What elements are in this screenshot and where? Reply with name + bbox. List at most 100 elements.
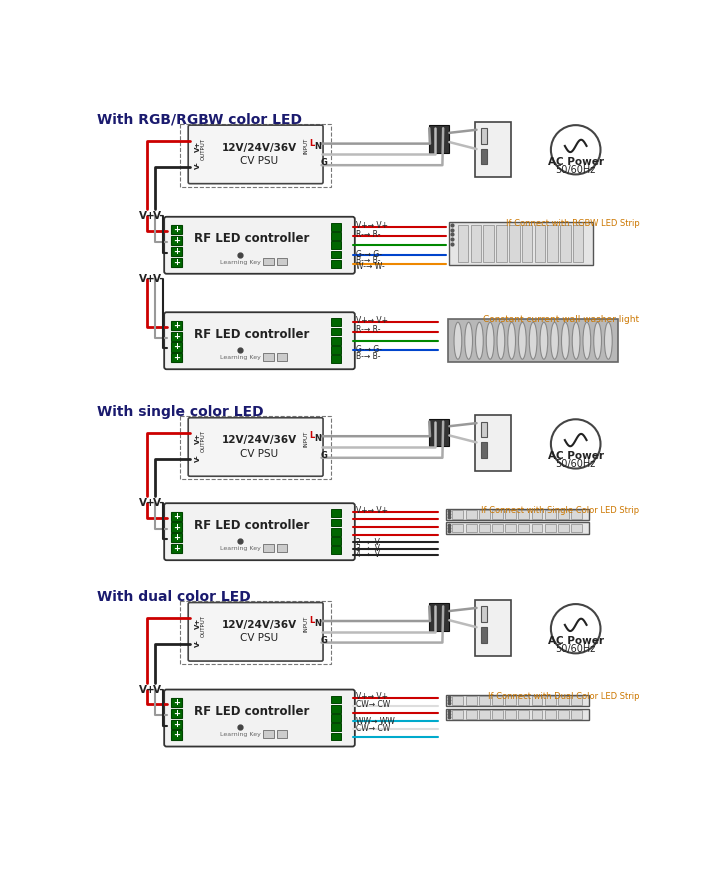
Text: 50/60Hz: 50/60Hz xyxy=(555,644,596,653)
Text: B-→ B-: B-→ B- xyxy=(355,256,380,265)
Text: +: + xyxy=(173,523,180,532)
Text: W-→ W-: W-→ W- xyxy=(355,262,384,272)
FancyBboxPatch shape xyxy=(164,216,355,273)
Text: V-: V- xyxy=(194,639,201,646)
Bar xyxy=(481,627,487,643)
Bar xyxy=(560,225,570,262)
Bar xyxy=(331,232,341,240)
Text: CW→ CW: CW→ CW xyxy=(355,724,390,733)
Text: V-: V- xyxy=(194,455,201,462)
Bar xyxy=(558,510,569,519)
Bar xyxy=(331,337,341,344)
Text: With dual color LED: With dual color LED xyxy=(97,590,251,604)
Bar xyxy=(448,319,618,363)
Text: V+→ V+: V+→ V+ xyxy=(355,221,387,230)
Text: 50/60Hz: 50/60Hz xyxy=(555,459,596,469)
Bar xyxy=(481,421,487,437)
Bar xyxy=(545,510,555,519)
Text: V+→ V+: V+→ V+ xyxy=(355,316,387,325)
Text: 12V/24V/36V: 12V/24V/36V xyxy=(222,435,297,445)
Bar xyxy=(331,260,341,267)
Bar xyxy=(171,544,182,554)
Bar xyxy=(532,710,543,719)
Ellipse shape xyxy=(529,322,537,359)
Bar xyxy=(331,328,341,336)
Text: +: + xyxy=(173,258,180,266)
Bar xyxy=(429,419,449,446)
Bar xyxy=(263,544,274,552)
Text: V+→ V+: V+→ V+ xyxy=(355,692,387,701)
Bar xyxy=(449,223,593,265)
Bar xyxy=(331,705,341,713)
Bar xyxy=(171,709,182,718)
Bar xyxy=(331,537,341,545)
Ellipse shape xyxy=(465,322,473,359)
Text: +: + xyxy=(173,512,180,521)
Bar xyxy=(180,416,331,479)
Bar xyxy=(518,524,529,533)
Text: +: + xyxy=(173,544,180,553)
Text: V+→ V+: V+→ V+ xyxy=(355,505,387,514)
Bar xyxy=(276,544,288,552)
Bar xyxy=(558,524,569,533)
Text: R-→ R-: R-→ R- xyxy=(355,326,380,335)
Bar xyxy=(466,524,476,533)
Text: CW→ CW: CW→ CW xyxy=(355,700,390,709)
Text: V+: V+ xyxy=(140,498,156,508)
Text: G: G xyxy=(320,159,328,167)
Bar xyxy=(532,696,543,705)
Bar xyxy=(263,731,274,738)
Bar xyxy=(331,509,341,517)
Bar xyxy=(535,225,545,262)
Bar xyxy=(471,225,481,262)
Bar xyxy=(331,223,341,230)
Bar xyxy=(558,696,569,705)
Bar xyxy=(171,343,182,351)
Text: OUTPUT: OUTPUT xyxy=(201,430,206,453)
Bar xyxy=(548,225,558,262)
Text: With RGB/RGBW color LED: With RGB/RGBW color LED xyxy=(97,113,302,127)
Text: 4-→  V-: 4-→ V- xyxy=(355,550,382,559)
Bar xyxy=(522,225,533,262)
Bar xyxy=(475,122,511,178)
Text: 12V/24V/36V: 12V/24V/36V xyxy=(222,620,297,630)
Bar xyxy=(171,353,182,363)
Bar xyxy=(509,225,520,262)
Text: AC Power: AC Power xyxy=(548,451,604,462)
Text: Constant current wall washer light: Constant current wall washer light xyxy=(483,314,639,323)
Bar xyxy=(466,510,476,519)
Ellipse shape xyxy=(562,322,569,359)
Bar xyxy=(481,442,487,458)
Bar xyxy=(479,510,490,519)
Ellipse shape xyxy=(454,322,462,359)
Bar xyxy=(481,128,487,144)
Bar xyxy=(331,547,341,554)
Text: B-→ B-: B-→ B- xyxy=(355,351,380,361)
Bar xyxy=(331,714,341,722)
Bar xyxy=(483,225,494,262)
Text: V+: V+ xyxy=(140,684,156,695)
Bar xyxy=(263,353,274,361)
Bar xyxy=(446,522,589,534)
Text: With single color LED: With single color LED xyxy=(97,406,263,420)
Text: V-: V- xyxy=(152,211,164,221)
Text: N: N xyxy=(314,619,321,628)
Text: +: + xyxy=(173,698,180,707)
Text: V+: V+ xyxy=(194,433,201,444)
Bar xyxy=(171,719,182,729)
Ellipse shape xyxy=(476,322,483,359)
Bar xyxy=(171,522,182,532)
Ellipse shape xyxy=(508,322,515,359)
Bar xyxy=(466,710,476,719)
Text: V+: V+ xyxy=(194,140,201,152)
Bar xyxy=(452,510,464,519)
Bar xyxy=(571,696,582,705)
Bar xyxy=(171,331,182,341)
Bar xyxy=(171,731,182,739)
Text: AC Power: AC Power xyxy=(548,157,604,167)
Bar xyxy=(466,696,476,705)
Text: If Connect with Single Color LED Strip: If Connect with Single Color LED Strip xyxy=(481,505,639,514)
Text: G-→ G-: G-→ G- xyxy=(355,250,382,259)
FancyBboxPatch shape xyxy=(188,418,323,477)
Text: WW→ WW: WW→ WW xyxy=(355,717,394,725)
